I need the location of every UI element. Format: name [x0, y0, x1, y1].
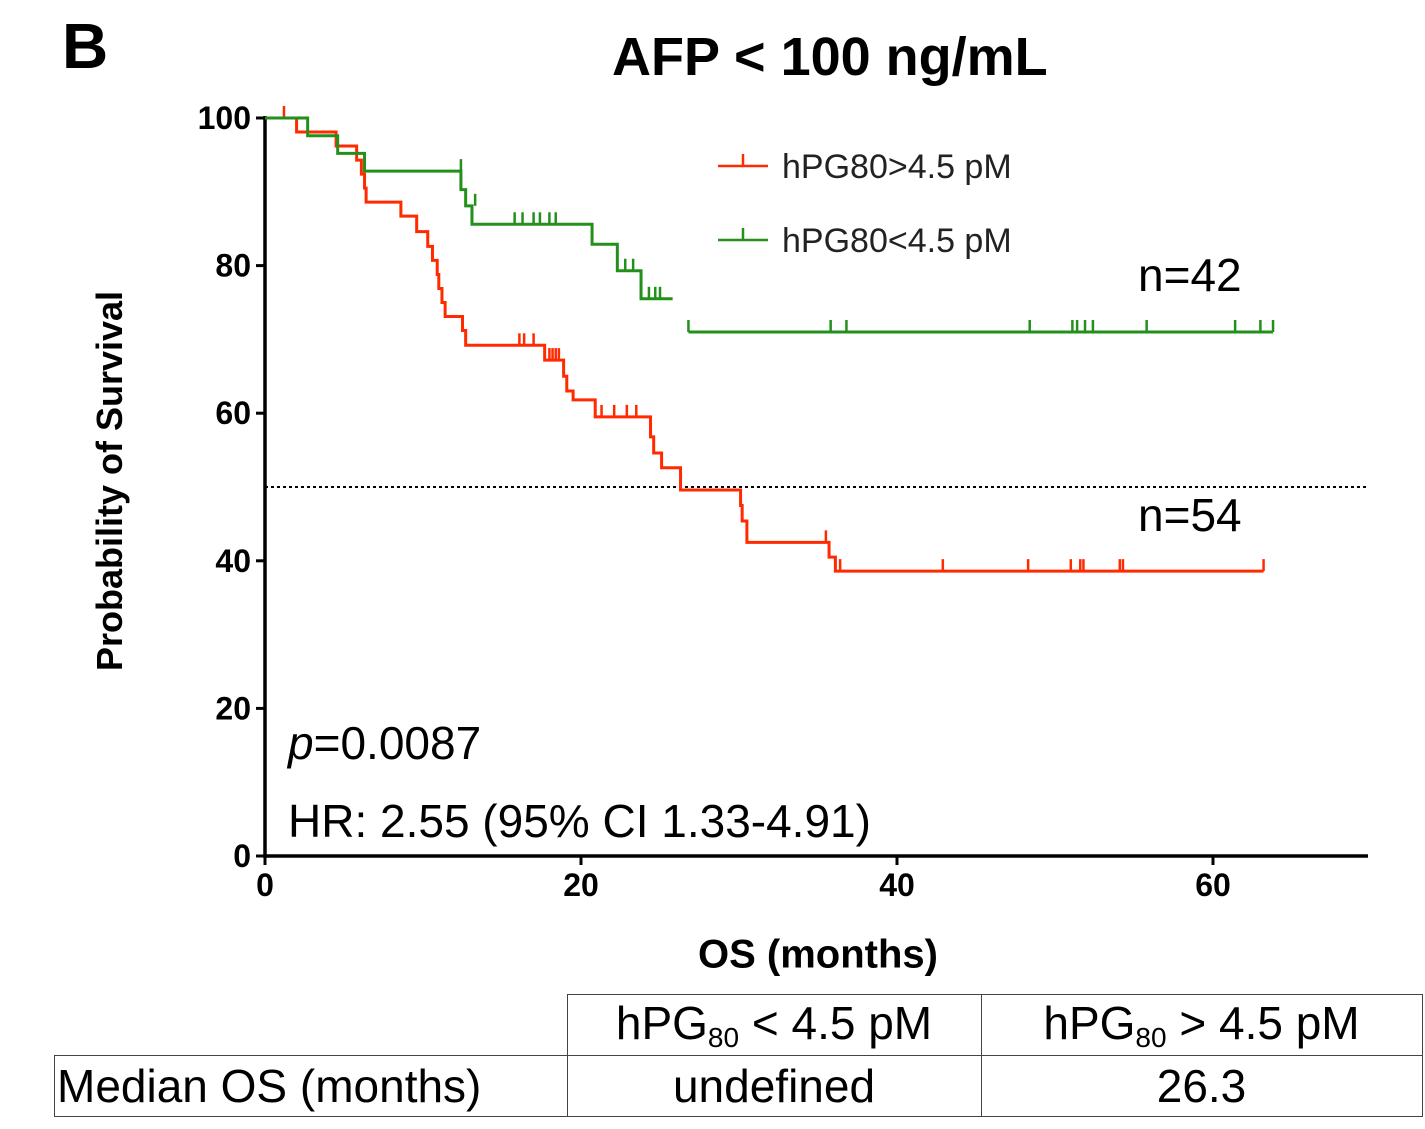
- table-header-low: hPG80 < 4.5 pM: [566, 994, 982, 1056]
- n-label-red: n=54: [1138, 489, 1242, 541]
- survival-curve-red: [265, 116, 1264, 573]
- y-tick-label: 100: [198, 100, 251, 136]
- table-header-high: hPG80 > 4.5 pM: [980, 994, 1423, 1056]
- panel-letter: B: [62, 10, 109, 82]
- x-tick-label: 40: [879, 867, 915, 903]
- y-tick-label: 0: [233, 838, 251, 874]
- p-symbol: p: [288, 717, 314, 769]
- y-tick-label: 80: [215, 248, 251, 284]
- table-header-row: hPG80 < 4.5 pM hPG80 > 4.5 pM: [54, 994, 1423, 1056]
- table-cell-high: 26.3: [980, 1055, 1423, 1117]
- median-os-table: hPG80 < 4.5 pM hPG80 > 4.5 pM Median OS …: [54, 994, 1423, 1117]
- table-row: Median OS (months) undefined 26.3: [54, 1055, 1423, 1117]
- table-row-label: Median OS (months): [54, 1055, 568, 1117]
- y-tick-label: 40: [215, 543, 251, 579]
- survival-chart: 0 20 40 60 80 100 0 20 40 60 hPG80>4.5 pM hPG80<4.5…: [198, 100, 1368, 903]
- table-cell-low: undefined: [566, 1055, 982, 1117]
- legend-label-green: hPG80<4.5 pM: [782, 222, 1012, 260]
- x-tick-label: 20: [563, 867, 599, 903]
- y-tick-label: 60: [215, 395, 251, 431]
- chart-title: AFP < 100 ng/mL: [612, 27, 1048, 87]
- x-tick-label: 0: [256, 867, 274, 903]
- p-value: =0.0087: [313, 717, 482, 769]
- legend-label-red: hPG80>4.5 pM: [782, 148, 1012, 186]
- x-axis-label: OS (months): [698, 932, 938, 977]
- survival-curve-green: [265, 116, 673, 301]
- p-value-annotation: p=0.0087: [288, 720, 481, 766]
- y-tick-label: 20: [215, 690, 251, 726]
- n-label-green: n=42: [1138, 249, 1242, 301]
- table-corner-cell: [54, 994, 568, 1056]
- x-tick-label: 60: [1195, 867, 1231, 903]
- hazard-ratio-annotation: HR: 2.55 (95% CI 1.33-4.91): [288, 795, 871, 847]
